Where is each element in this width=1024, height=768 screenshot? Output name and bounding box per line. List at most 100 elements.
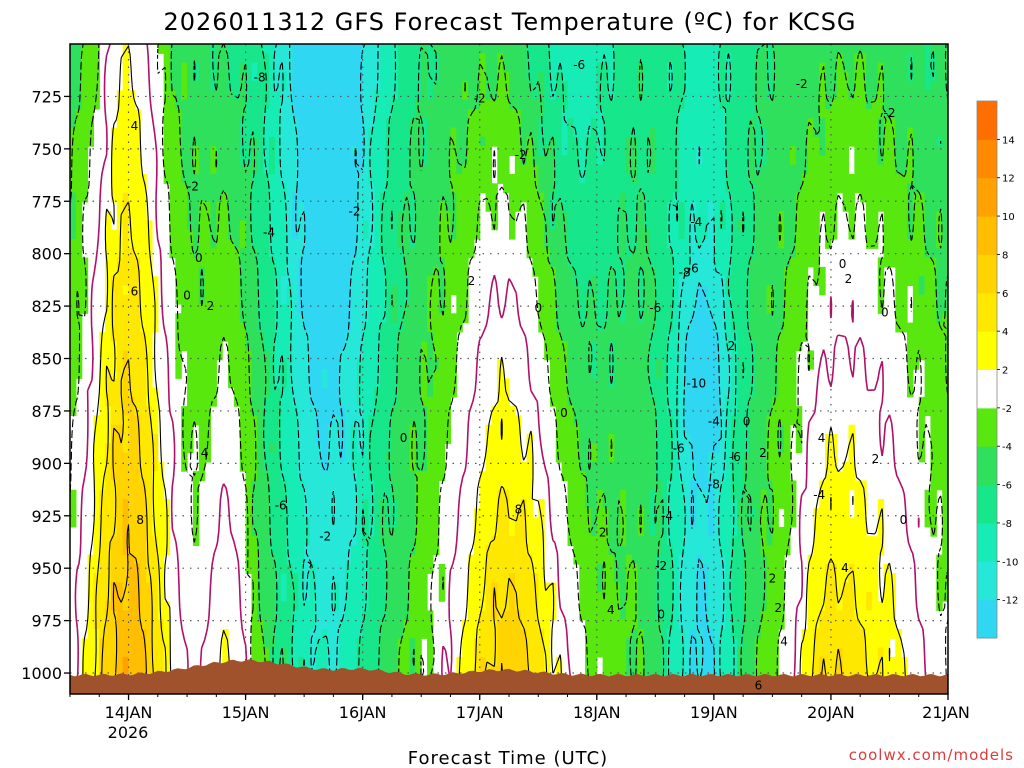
temp-cell [421,536,428,547]
temp-cell [538,155,545,166]
temp-cell [110,573,118,584]
temp-cell [87,62,95,73]
temp-cell [134,266,141,277]
temp-cell [251,647,258,658]
temp-cell [520,564,528,574]
temp-cell [198,81,206,92]
temp-cell [105,499,112,509]
temp-cell [444,164,452,175]
temp-cell [602,239,610,249]
temp-cell [309,257,317,268]
temp-cell [380,415,387,426]
temp-cell [497,629,504,639]
temp-cell [81,276,89,287]
temp-cell [386,71,393,82]
temp-cell [286,415,294,426]
temp-cell [263,647,270,658]
temp-cell [274,480,282,491]
temp-cell [386,174,393,184]
temp-cell [163,629,171,639]
temp-cell [210,62,217,73]
temp-cell [116,331,124,342]
temp-cell [298,489,305,500]
temp-cell [245,564,253,574]
temp-cell [169,81,176,92]
temp-cell [263,276,270,287]
temp-cell [263,573,270,584]
temp-cell [321,183,329,194]
temp-cell [590,239,598,249]
temp-cell [286,294,294,305]
temp-cell [134,461,141,472]
temp-cell [122,220,130,231]
temp-cell [222,62,229,73]
temp-cell [228,81,235,92]
temp-cell [450,183,457,194]
temp-cell [304,554,311,565]
temp-cell [251,601,258,612]
temp-cell [567,155,574,166]
temp-cell [590,211,598,222]
temp-cell [99,591,106,602]
temp-cell [110,619,118,630]
temp-cell [204,81,212,92]
temp-cell [590,666,598,677]
temp-cell [315,183,323,194]
temp-cell [567,517,574,528]
temp-cell [485,461,493,472]
temp-cell [590,127,598,138]
temp-cell [415,369,422,379]
temp-cell [333,239,340,249]
temp-cell [397,146,405,157]
temp-cell [251,294,258,305]
temp-cell [245,294,253,305]
temp-cell [397,591,405,602]
temp-cell [602,424,610,435]
temp-cell [356,601,364,612]
temp-cell [110,331,118,342]
temp-cell [292,53,299,64]
temp-cell [151,656,159,667]
temp-cell [169,220,176,231]
temp-cell [181,424,188,435]
temp-cell [345,341,352,352]
temp-cell [362,480,370,491]
temp-cell [163,164,171,175]
temp-cell [573,183,580,194]
temp-cell [468,656,475,667]
temp-cell [110,239,118,249]
temp-cell [421,53,428,64]
temp-cell [350,350,358,361]
temp-cell [585,359,592,370]
temp-cell [380,164,387,175]
temp-cell [356,369,364,379]
temp-cell [263,443,270,454]
temp-cell [374,285,381,296]
temp-cell [579,480,586,491]
temp-cell [350,174,358,184]
temp-cell [549,201,557,212]
temp-cell [309,90,317,101]
temp-cell [491,480,498,491]
temp-cell [198,239,206,249]
temp-cell [356,136,364,147]
temp-cell [198,313,206,324]
temp-cell [585,266,592,277]
temp-cell [421,99,428,110]
temp-cell [333,582,340,593]
temp-cell [485,452,493,463]
temp-cell [286,369,294,379]
temp-cell [280,44,288,54]
temp-cell [110,136,118,147]
temp-cell [269,211,276,222]
temp-cell [491,526,498,537]
temp-cell [339,424,346,435]
temp-cell [327,350,334,361]
temp-cell [585,341,592,352]
temp-cell [70,257,77,268]
temp-cell [292,471,299,482]
temp-cell [327,164,334,175]
temp-cell [438,285,446,296]
temp-cell [526,452,534,463]
temp-cell [339,508,346,519]
